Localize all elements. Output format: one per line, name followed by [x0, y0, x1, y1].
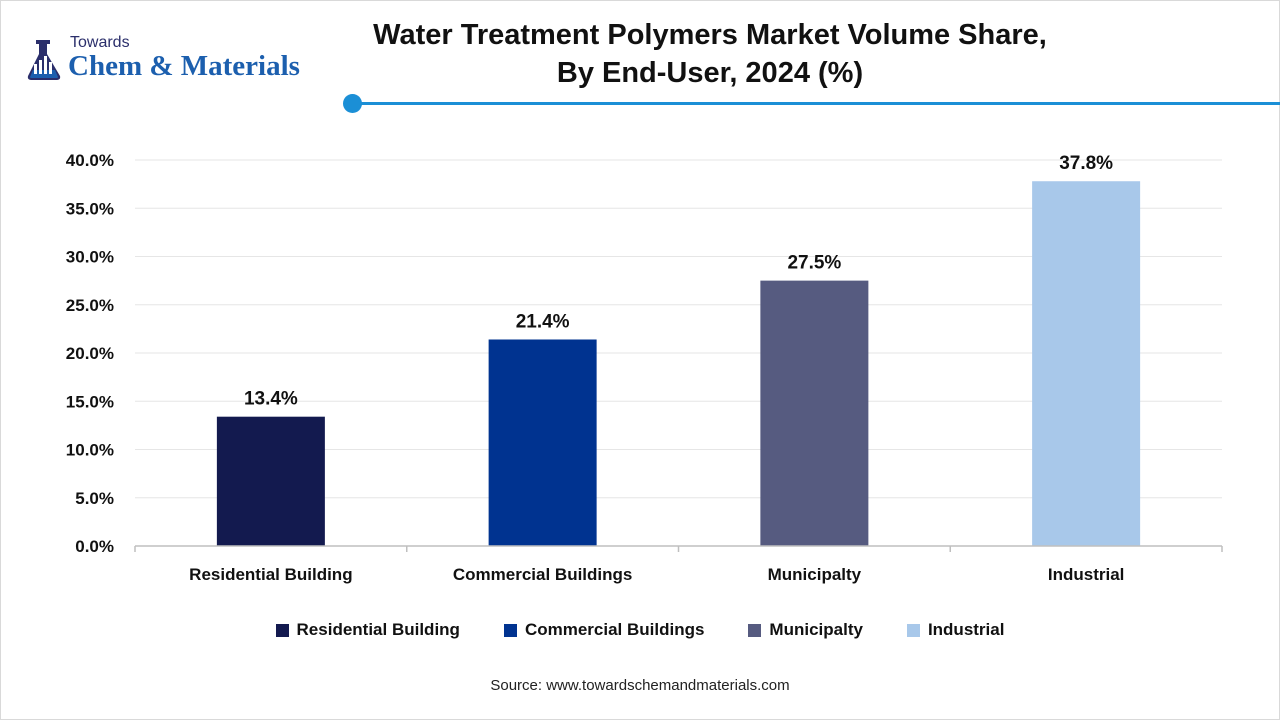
y-tick-label: 15.0% [66, 392, 114, 411]
chart-title-line-1: Water Treatment Polymers Market Volume S… [373, 19, 1047, 51]
legend-swatch [275, 623, 289, 637]
x-tick-label: Industrial [1048, 565, 1125, 584]
flask-logo-icon [27, 40, 61, 80]
y-tick-label: 35.0% [66, 199, 114, 218]
x-tick-label: Residential Building [189, 565, 352, 584]
y-tick-label: 25.0% [66, 296, 114, 315]
bar-residential-building [216, 416, 325, 546]
legend-item: Commercial Buildings [503, 620, 705, 640]
y-axis-ticks: 0.0% 5.0% 10.0% 15.0% 20.0% 25.0% 30.0% 35.0% 40… [66, 151, 114, 556]
header-rule [352, 102, 1280, 105]
data-label: 37.8% [1059, 153, 1113, 174]
legend-label: Residential Building [296, 620, 460, 639]
y-tick-label: 10.0% [66, 441, 114, 460]
bars [216, 181, 1141, 547]
chart-title: Water Treatment Polymers Market Volume S… [360, 16, 1060, 92]
chart-title-line-2: By End-User, 2024 (%) [556, 57, 864, 89]
bar-industrial [1032, 181, 1141, 547]
header-rule-dot [343, 94, 362, 113]
legend-swatch [748, 623, 762, 637]
data-label: 13.4% [244, 389, 298, 410]
bar-commercial-buildings [488, 339, 597, 546]
legend-swatch [906, 623, 920, 637]
y-tick-label: 0.0% [75, 537, 114, 556]
legend-item: Municipalty [748, 620, 863, 640]
brand-small-text: Towards [70, 34, 130, 51]
x-tick-label: Commercial Buildings [453, 565, 632, 584]
legend-label: Municipalty [769, 620, 863, 639]
legend-label: Industrial [927, 620, 1005, 639]
brand-name: Chem & Materials [68, 50, 300, 82]
data-label: 27.5% [787, 253, 841, 274]
source-note: Source: www.towardschemandmaterials.com [490, 677, 790, 694]
legend-label: Commercial Buildings [524, 620, 705, 639]
y-tick-label: 20.0% [66, 344, 114, 363]
bar-municipalty [760, 280, 869, 546]
y-tick-label: 30.0% [66, 248, 114, 267]
legend-item: Residential Building [275, 620, 460, 640]
data-labels: 13.4% 21.4% 27.5% 37.8% [244, 153, 1113, 409]
brand-logo: Towards Chem & Materials [22, 34, 342, 88]
x-axis: Residential Building Commercial Buildings… [134, 545, 1223, 584]
x-tick-label: Municipalty [768, 565, 862, 584]
legend: Residential Building Commercial Buildings… [0, 620, 1280, 640]
y-tick-label: 5.0% [75, 489, 114, 508]
bar-chart: 0.0% 5.0% 10.0% 15.0% 20.0% 25.0% 30.0% 35.0% 40… [66, 151, 1223, 584]
legend-swatch [503, 623, 517, 637]
legend-item: Industrial [906, 620, 1005, 640]
data-label: 21.4% [516, 311, 570, 332]
y-tick-label: 40.0% [66, 151, 114, 170]
